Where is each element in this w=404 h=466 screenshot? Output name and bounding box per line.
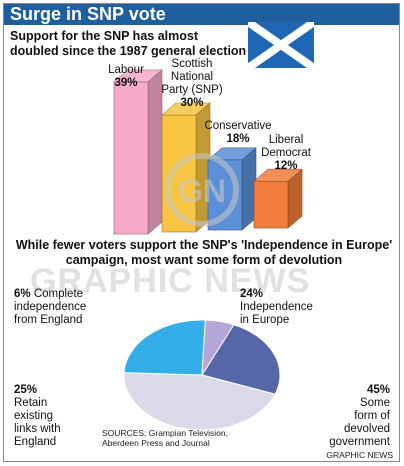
bar-label: Conservative 18%	[200, 120, 276, 146]
bar-value-label: 30%	[180, 97, 204, 109]
pie-label: 45% Some form of devolved government	[280, 384, 390, 449]
pie-slice	[123, 319, 206, 376]
bar-top	[207, 147, 257, 161]
pie-value-label: 45%	[366, 384, 390, 396]
pie-category-label: form of	[354, 410, 390, 422]
bar-category-label: Liberal	[268, 134, 304, 146]
bar-top	[161, 102, 211, 116]
bar-category-label: Conservative	[204, 120, 272, 132]
pie-category-label: devolved	[343, 423, 390, 435]
bar-front	[253, 180, 289, 229]
pie-category-label: England	[14, 436, 57, 448]
pie-category-label: Retain	[14, 397, 48, 409]
bar-top	[113, 69, 163, 83]
pie-value-label: 24%	[240, 288, 264, 300]
pie-category-label: in Europe	[240, 314, 290, 326]
pie-category-label: Independence	[240, 301, 313, 313]
pie-category-label: existing	[14, 410, 53, 422]
bar-category-label: Democrat	[261, 147, 311, 159]
infographic-panel: Surge in SNP vote Support for the SNP ha…	[3, 3, 400, 462]
bar-label: Scottish National Party (SNP) 30%	[154, 58, 230, 110]
pie-slice	[201, 319, 235, 376]
bar-category-label: Labour	[108, 64, 144, 76]
credit: GRAPHIC NEWS	[326, 450, 393, 460]
pie-label: 24% Independence in Europe	[240, 288, 313, 327]
logo-text: GN	[178, 173, 226, 209]
bar-category-label: National	[170, 71, 214, 83]
sources: SOURCES: Grampian Television, Aberdeen P…	[102, 428, 228, 448]
bar-chart-title: Support for the SNP has almost doubled s…	[10, 29, 247, 58]
bar-front	[113, 81, 149, 235]
watermark: GRAPHIC NEWS	[30, 262, 311, 300]
source-line: Aberdeen Press and Journal	[102, 438, 210, 448]
bar-top	[253, 168, 303, 182]
pie-label: 25% Retain existing links with England	[14, 384, 61, 449]
bar-label: Liberal Democrat 12%	[254, 134, 318, 173]
pie-category-label: Complete	[30, 288, 84, 300]
bar-label: Labour 39%	[96, 64, 156, 90]
pie-category-label: independence	[14, 301, 87, 313]
source-line: SOURCES: Grampian Television,	[102, 428, 228, 438]
bar-value-label: 39%	[114, 77, 138, 89]
bar	[253, 168, 303, 229]
bar	[207, 147, 257, 231]
title-bar: Surge in SNP vote	[4, 4, 399, 25]
pie-chart-title: While fewer voters support the SNP's 'In…	[15, 238, 393, 267]
pie-chart	[123, 319, 281, 431]
graphic-news-logo: GN	[165, 153, 239, 227]
pie-label: 6% Complete independence from England	[14, 288, 86, 327]
bar-category-label: Scottish	[171, 58, 213, 70]
pie-value-label: 6%	[14, 288, 31, 300]
scottish-flag-icon	[248, 22, 314, 68]
bar-chart	[113, 69, 303, 235]
bar-value-label: 18%	[226, 133, 250, 145]
bar-category-label: Party (SNP)	[161, 84, 223, 96]
pie-category-label: links with	[14, 423, 61, 435]
pie-slice	[201, 324, 281, 395]
bar-value-label: 12%	[274, 160, 298, 172]
pie-value-label: 25%	[14, 384, 38, 396]
bar	[161, 102, 211, 233]
pie-category-label: government	[329, 436, 390, 448]
pie-category-label: Some	[359, 397, 390, 409]
page-title: Surge in SNP vote	[10, 4, 166, 24]
pie-category-label: from England	[14, 314, 83, 326]
pie-slice	[123, 372, 276, 431]
